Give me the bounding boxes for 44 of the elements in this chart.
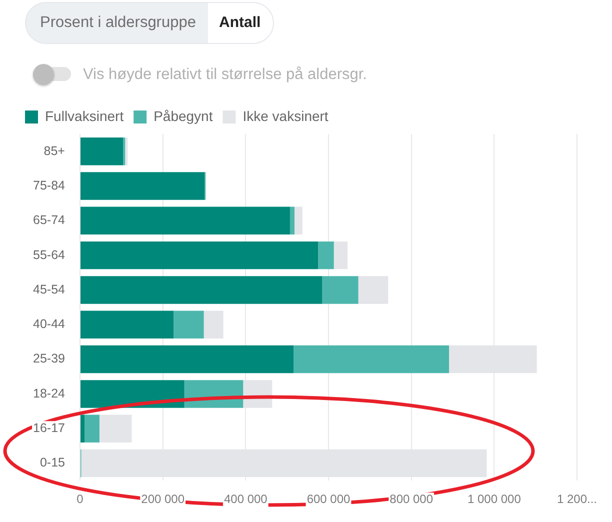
x-tick-label: 1 200... (556, 492, 598, 506)
bar (80, 137, 124, 166)
bar (322, 276, 358, 304)
y-tick-label: 16-17 (33, 421, 66, 436)
y-tick-label: 18-24 (33, 386, 66, 400)
y-tick-label: 75-84 (33, 178, 66, 192)
bar (174, 310, 204, 338)
bar (290, 206, 295, 235)
bar (80, 310, 174, 338)
bar (80, 276, 322, 304)
y-tick-label: 0-15 (40, 456, 66, 470)
tab-label: Antall (219, 14, 261, 32)
toggle-label: Vis høyde relativt til størrelse på aldersgr. (83, 66, 367, 84)
y-tick-label: 25-39 (33, 352, 66, 366)
legend-label: Ikke vaksinert (242, 108, 328, 124)
x-tick-label: 600 000 (306, 492, 351, 506)
bar (99, 414, 132, 442)
y-tick-label: 55-64 (33, 248, 66, 262)
bar (318, 241, 334, 270)
bar (294, 345, 450, 374)
y-tick-label: 85+ (44, 144, 65, 158)
bar (358, 276, 388, 304)
bar (334, 241, 348, 270)
bar (80, 241, 318, 270)
legend-label: Fullvaksinert (45, 108, 124, 124)
legend-label: Påbegynt (154, 108, 213, 124)
tab-label: Prosent i aldersgruppe (40, 14, 196, 32)
x-tick-label: 800 000 (390, 492, 434, 506)
x-tick-label: 0 (76, 492, 84, 506)
bar (294, 206, 302, 235)
bar (80, 206, 290, 235)
bar (80, 414, 85, 442)
bar (204, 310, 224, 338)
x-tick-label: 200 000 (141, 492, 185, 506)
y-tick-label: 45-54 (33, 282, 66, 296)
bar (80, 380, 184, 408)
bar (125, 137, 128, 166)
x-tick-label: 1 000 000 (467, 492, 522, 506)
y-tick-label: 40-44 (33, 317, 66, 332)
bar (80, 345, 294, 374)
bar (84, 414, 100, 442)
x-tick-label: 400 000 (224, 492, 268, 506)
y-tick-label: 65-74 (33, 213, 66, 228)
bar (80, 172, 205, 200)
